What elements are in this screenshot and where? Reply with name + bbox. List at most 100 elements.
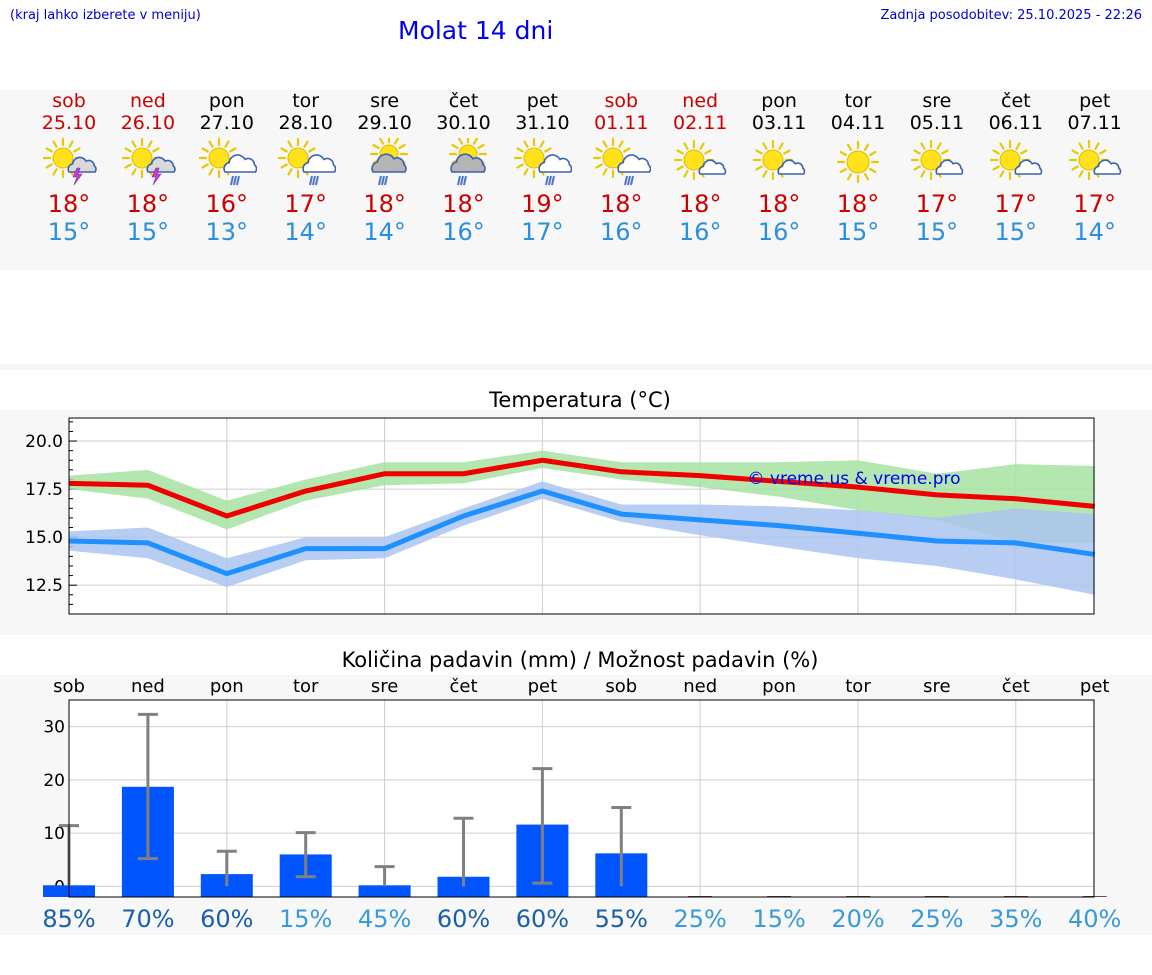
day-name: čet <box>448 90 479 112</box>
weather-icon <box>752 139 806 181</box>
sun-cloud-icon <box>1068 139 1121 181</box>
max-temperature: 18° <box>757 190 801 218</box>
precip-probability: 25% <box>910 905 963 933</box>
precip-probability: 60% <box>516 905 569 933</box>
category-label: pon <box>210 676 244 697</box>
day-date: 28.10 <box>278 112 333 134</box>
weather-icon <box>448 138 487 186</box>
precip-probability: 40% <box>1068 905 1121 933</box>
min-temperature: 15° <box>47 218 91 246</box>
series-line-max <box>68 457 1095 519</box>
precip-bar <box>358 885 411 897</box>
max-temperature: 17° <box>284 190 327 218</box>
min-temperature: 15° <box>126 218 170 246</box>
day-column: pon 03.11 18° 16° <box>740 90 818 246</box>
day-date: 05.11 <box>909 112 965 134</box>
day-name: pet <box>526 90 558 112</box>
day-name: tor <box>292 90 320 112</box>
precip-probability: 15% <box>279 905 332 933</box>
min-temperature: 16° <box>757 218 801 246</box>
category-label: tor <box>293 676 319 697</box>
weather-icon <box>910 139 964 181</box>
day-column: pet 31.10 19° 17° <box>503 90 581 246</box>
weather-icon <box>42 138 97 186</box>
precip-probability: 85% <box>42 905 95 933</box>
forecast-strip <box>0 90 1152 270</box>
day-name: sre <box>370 90 400 112</box>
day-column: tor 04.11 18° 15° <box>819 90 897 246</box>
min-temperature: 16° <box>442 218 485 246</box>
day-name: sob <box>604 90 639 112</box>
category-label: sob <box>605 676 637 697</box>
precip-probability: 60% <box>200 905 253 933</box>
weather-icon <box>514 138 573 186</box>
last-update: Zadnja posodobitev: 25.10.2025 - 22:26 <box>880 8 1142 23</box>
weather-icon <box>1068 139 1121 181</box>
category-label: pon <box>762 676 796 697</box>
day-column: sre 29.10 18° 14° <box>346 90 424 246</box>
temperature-chart: 12.5 15.0 17.5 20.0 © vreme.us & vreme.pro <box>25 417 1096 615</box>
category-label: sre <box>923 676 950 697</box>
weather-icon <box>836 140 880 184</box>
y-tick-label: 30 <box>43 718 65 738</box>
precip-probability: 25% <box>674 905 727 933</box>
day-column: čet 30.10 18° 16° <box>425 90 503 246</box>
max-temperature: 17° <box>994 190 1038 218</box>
max-temperature: 18° <box>442 190 485 218</box>
watermark: © vreme.us & vreme.pro <box>747 469 960 489</box>
min-temperature: 14° <box>1073 218 1116 246</box>
page-title: Molat 14 dni <box>398 16 554 45</box>
category-label: pet <box>528 676 558 697</box>
precipitation-chart-title: Količina padavin (mm) / Možnost padavin … <box>341 648 819 672</box>
y-tick-label: 20.0 <box>25 432 63 452</box>
category-label: čet <box>1002 676 1030 697</box>
max-temperature: 18° <box>363 190 406 218</box>
day-column: ned 26.10 18° 15° <box>109 90 187 246</box>
min-temperature: 13° <box>205 218 249 246</box>
precip-probability: 60% <box>437 905 490 933</box>
sun-cloud-rain-icon <box>593 138 652 186</box>
max-temperature: 17° <box>915 190 959 218</box>
sun-cloud-icon <box>752 139 806 181</box>
day-name: sre <box>922 90 952 112</box>
weather-icon <box>593 138 652 186</box>
day-name: sob <box>52 90 86 112</box>
category-label: čet <box>449 676 477 697</box>
max-temperature: 18° <box>836 190 880 218</box>
day-date: 01.11 <box>594 112 649 134</box>
y-tick-label: 12.5 <box>25 576 63 596</box>
sun-cloud-rain-icon <box>277 138 336 186</box>
precip-probability: 15% <box>752 905 805 933</box>
min-temperature: 14° <box>363 218 406 246</box>
min-temperature: 17° <box>521 218 564 246</box>
day-date: 04.11 <box>830 112 886 134</box>
series-line-min <box>68 488 1096 577</box>
day-column: pon 27.10 16° 13° <box>188 90 266 246</box>
range-band-max <box>69 450 1095 543</box>
max-temperature: 18° <box>600 190 643 218</box>
precip-probability: 55% <box>595 905 648 933</box>
location-hint: (kraj lahko izberete v meniju) <box>10 8 201 23</box>
category-label: sob <box>53 676 85 697</box>
day-column: sob 25.10 18° 15° <box>30 90 108 246</box>
sun-thunder-icon <box>121 138 176 186</box>
category-label: sre <box>371 676 398 697</box>
day-date: 25.10 <box>41 112 97 134</box>
category-label: ned <box>131 676 165 697</box>
weather-icon <box>674 139 727 181</box>
day-name: pon <box>761 90 797 112</box>
min-temperature: 15° <box>915 218 959 246</box>
day-column: sre 05.11 17° 15° <box>898 90 976 246</box>
plot-frame <box>68 699 1095 898</box>
cloud-rain-icon <box>448 138 487 186</box>
precip-probability: 20% <box>831 905 884 933</box>
day-column: čet 06.11 17° 15° <box>977 90 1055 246</box>
day-date: 26.10 <box>120 112 176 134</box>
day-date: 30.10 <box>436 112 491 134</box>
day-name: pon <box>208 90 245 112</box>
max-temperature: 17° <box>1073 190 1116 218</box>
day-date: 07.11 <box>1067 112 1122 134</box>
day-column: pet 07.11 17° 14° <box>1056 90 1134 246</box>
day-name: ned <box>682 90 719 112</box>
day-date: 27.10 <box>199 112 254 134</box>
